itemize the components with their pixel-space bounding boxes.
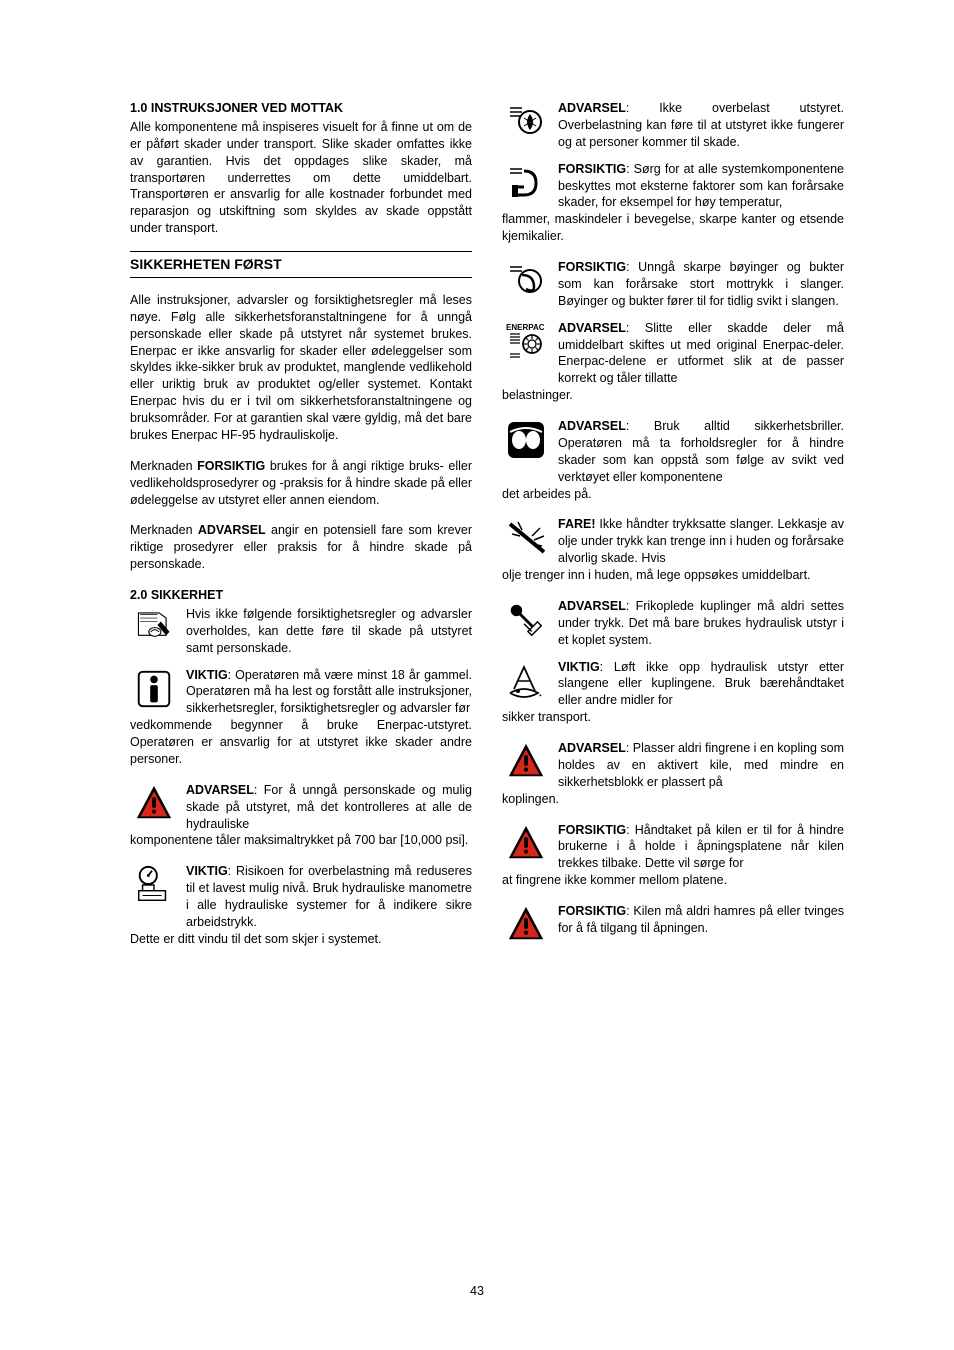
bold-label: ADVARSEL <box>558 321 626 335</box>
text-part: : Løft ikke opp hydraulisk utstyr etter … <box>558 660 844 708</box>
bold-label: ADVARSEL <box>558 741 626 755</box>
bold-label: VIKTIG <box>558 660 600 674</box>
goggles-icon <box>502 418 550 462</box>
info-square-icon <box>130 667 178 711</box>
forsiktig-bend-block: FORSIKTIG: Unngå skarpe bøyinger og bukt… <box>502 259 844 310</box>
advarsel-parts-block: ADVARSEL: Slitte eller skadde deler må u… <box>502 320 844 388</box>
coupler-icon <box>502 598 550 642</box>
enerpac-gear-icon <box>502 320 550 364</box>
text-part: : Operatøren må være minst 18 år gammel.… <box>186 668 472 716</box>
fare-hose-text: FARE! Ikke håndter trykksatte slanger. L… <box>558 516 844 567</box>
forsiktig-handle-text: FORSIKTIG: Håndtaket på kilen er til for… <box>558 822 844 873</box>
advarsel-fingers-block: ADVARSEL: Plasser aldri fingrene i en ko… <box>502 740 844 791</box>
advarsel-goggles-cont: det arbeides på. <box>502 486 844 503</box>
advarsel-pressure-text: ADVARSEL: For å unngå personskade og mul… <box>186 782 472 833</box>
safety-first-bar: SIKKERHETEN FØRST <box>130 251 472 278</box>
advarsel-pressure-block: ADVARSEL: For å unngå personskade og mul… <box>130 782 472 833</box>
advarsel-goggles-block: ADVARSEL: Bruk alltid sikkerhetsbriller.… <box>502 418 844 486</box>
bold-label: ADVARSEL <box>186 783 254 797</box>
safety-intro-paragraph: Alle instruksjoner, advarsler og forsikt… <box>130 292 472 444</box>
hose-bend-icon <box>502 259 550 303</box>
viktig-lift-cont: sikker transport. <box>502 709 844 726</box>
warning-triangle-icon <box>502 822 550 866</box>
forsiktig-handle-block: FORSIKTIG: Håndtaket på kilen er til for… <box>502 822 844 873</box>
text-part: Merknaden <box>130 459 197 473</box>
bold-label: FORSIKTIG <box>558 823 626 837</box>
bold-label: ADVARSEL <box>558 599 626 613</box>
fare-hose-block: FARE! Ikke håndter trykksatte slanger. L… <box>502 516 844 567</box>
section-1-paragraph: Alle komponentene må inspiseres visuelt … <box>130 119 472 237</box>
advarsel-overload-block: ADVARSEL: Ikke overbelast utstyret. Over… <box>502 100 844 151</box>
bold-label: ADVARSEL <box>198 523 266 537</box>
advarsel-parts-text: ADVARSEL: Slitte eller skadde deler må u… <box>558 320 844 388</box>
forsiktig-protect-text: FORSIKTIG: Sørg for at alle systemkompon… <box>558 161 844 212</box>
bold-label: ADVARSEL <box>558 419 626 433</box>
safety-manual-text: Hvis ikke følgende forsiktighetsregler o… <box>186 606 472 657</box>
lift-hose-icon <box>502 659 550 703</box>
advarsel-goggles-text: ADVARSEL: Bruk alltid sikkerhetsbriller.… <box>558 418 844 486</box>
forsiktig-bend-text: FORSIKTIG: Unngå skarpe bøyinger og bukt… <box>558 259 844 310</box>
advarsel-coupler-block: ADVARSEL: Frikoplede kuplinger må aldri … <box>502 598 844 649</box>
viktig-gauge-text: VIKTIG: Risikoen for overbelastning må r… <box>186 863 472 931</box>
section-2-heading: 2.0 SIKKERHET <box>130 587 472 604</box>
bold-label: FORSIKTIG <box>558 904 626 918</box>
viktig-operator-text: VIKTIG: Operatøren må være minst 18 år g… <box>186 667 472 718</box>
fare-hose-cont: olje trenger inn i huden, må lege oppsøk… <box>502 567 844 584</box>
forsiktig-protect-block: FORSIKTIG: Sørg for at alle systemkompon… <box>502 161 844 212</box>
forsiktig-hammer-text: FORSIKTIG: Kilen må aldri hamres på elle… <box>558 903 844 937</box>
advarsel-fingers-cont: koplingen. <box>502 791 844 808</box>
viktig-operator-block: VIKTIG: Operatøren må være minst 18 år g… <box>130 667 472 718</box>
left-column: 1.0 INSTRUKSJONER VED MOTTAK Alle kompon… <box>130 100 472 962</box>
viktig-lift-text: VIKTIG: Løft ikke opp hydraulisk utstyr … <box>558 659 844 710</box>
bold-label: ADVARSEL <box>558 101 626 115</box>
safety-manual-block: Hvis ikke følgende forsiktighetsregler o… <box>130 606 472 657</box>
clamp-system-icon <box>502 161 550 205</box>
forsiktig-protect-cont: flammer, maskindeler i bevegelse, skarpe… <box>502 211 844 245</box>
warning-triangle-icon <box>130 782 178 826</box>
gauge-clamp-icon <box>130 863 178 907</box>
viktig-gauge-block: VIKTIG: Risikoen for overbelastning må r… <box>130 863 472 931</box>
hose-spray-icon <box>502 516 550 560</box>
hose-burst-icon <box>502 100 550 144</box>
bold-label: FORSIKTIG <box>558 162 626 176</box>
viktig-operator-cont: vedkommende begynner å bruke Enerpac-uts… <box>130 717 472 768</box>
viktig-lift-block: VIKTIG: Løft ikke opp hydraulisk utstyr … <box>502 659 844 710</box>
text-part: : Risikoen for overbelastning må reduser… <box>186 864 472 929</box>
bold-label: FORSIKTIG <box>197 459 265 473</box>
advarsel-parts-cont: belastninger. <box>502 387 844 404</box>
warning-triangle-icon <box>502 740 550 784</box>
bold-label: FORSIKTIG <box>558 260 626 274</box>
manual-icon <box>130 606 178 650</box>
advarsel-fingers-text: ADVARSEL: Plasser aldri fingrene i en ko… <box>558 740 844 791</box>
two-column-layout: 1.0 INSTRUKSJONER VED MOTTAK Alle kompon… <box>130 100 844 962</box>
text-part: Ikke håndter trykksatte slanger. Lekkasj… <box>558 517 844 565</box>
bold-label: VIKTIG <box>186 668 228 682</box>
forsiktig-definition: Merknaden FORSIKTIG brukes for å angi ri… <box>130 458 472 509</box>
advarsel-overload-text: ADVARSEL: Ikke overbelast utstyret. Over… <box>558 100 844 151</box>
advarsel-pressure-cont: komponentene tåler maksimaltrykket på 70… <box>130 832 472 849</box>
advarsel-definition: Merknaden ADVARSEL angir en potensiell f… <box>130 522 472 573</box>
warning-triangle-icon <box>502 903 550 947</box>
right-column: ADVARSEL: Ikke overbelast utstyret. Over… <box>502 100 844 962</box>
bold-label: VIKTIG <box>186 864 228 878</box>
viktig-gauge-cont: Dette er ditt vindu til det som skjer i … <box>130 931 472 948</box>
document-page: 1.0 INSTRUKSJONER VED MOTTAK Alle kompon… <box>0 0 954 1350</box>
advarsel-coupler-text: ADVARSEL: Frikoplede kuplinger må aldri … <box>558 598 844 649</box>
page-number: 43 <box>0 1283 954 1300</box>
forsiktig-handle-cont: at fingrene ikke kommer mellom platene. <box>502 872 844 889</box>
bold-label: FARE! <box>558 517 596 531</box>
text-part: Merknaden <box>130 523 198 537</box>
section-1-heading: 1.0 INSTRUKSJONER VED MOTTAK <box>130 100 472 117</box>
forsiktig-hammer-block: FORSIKTIG: Kilen må aldri hamres på elle… <box>502 903 844 947</box>
